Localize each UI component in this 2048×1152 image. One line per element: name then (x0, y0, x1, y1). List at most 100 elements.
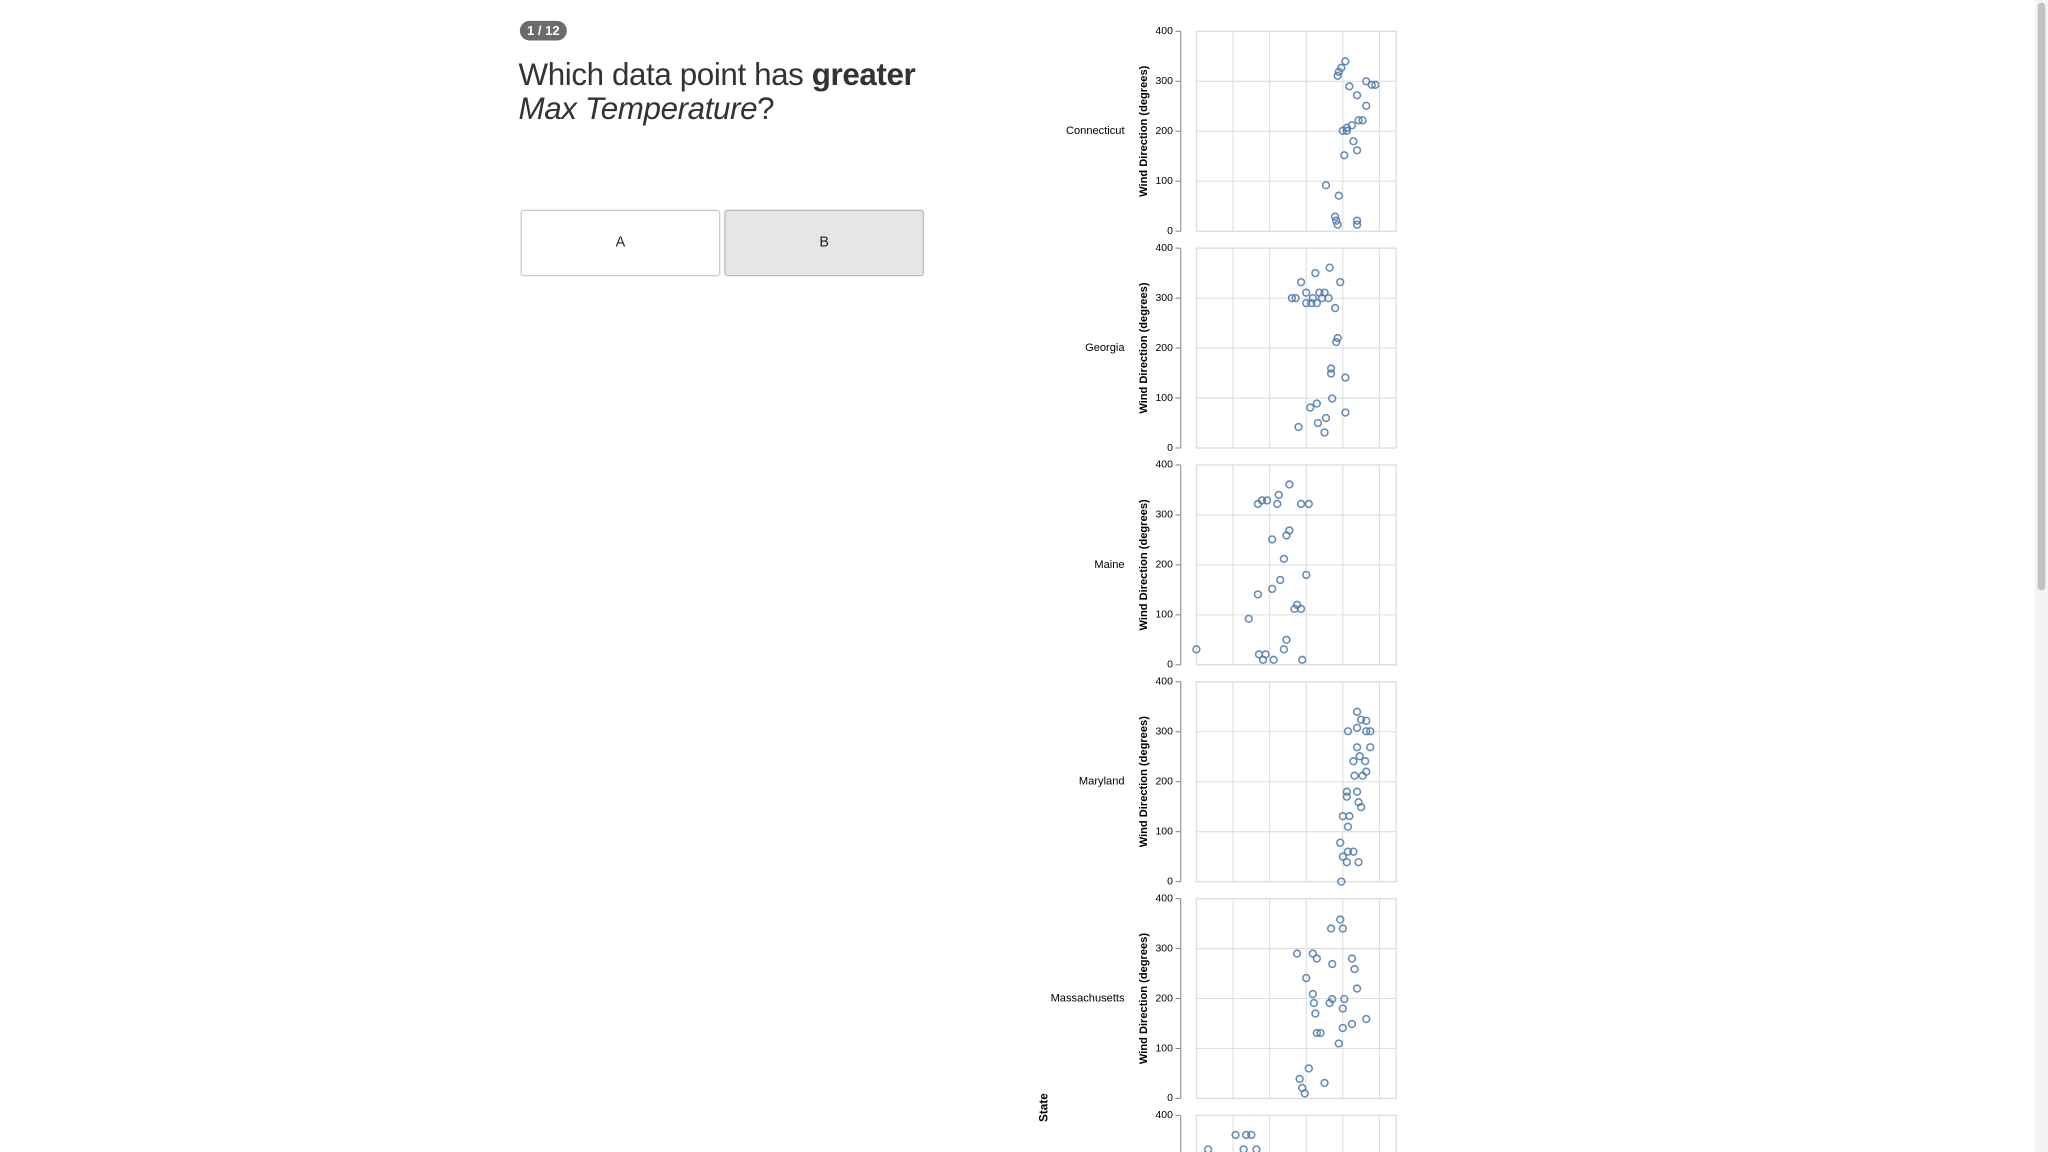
data-point (1338, 126, 1347, 135)
data-point (1342, 792, 1352, 801)
facet-label: Connecticut (1066, 125, 1125, 137)
data-point (1253, 499, 1263, 509)
data-point (1333, 220, 1342, 229)
data-point (1338, 924, 1347, 933)
data-point (1294, 422, 1303, 432)
data-point (1320, 428, 1329, 437)
data-point (1239, 1145, 1248, 1152)
data-point (1350, 964, 1359, 974)
y-tick-label: 0 (1167, 443, 1173, 454)
data-point (1358, 771, 1367, 780)
data-point (1307, 298, 1316, 308)
data-point (1338, 852, 1347, 861)
option-button[interactable] (520, 209, 721, 277)
data-point (1332, 216, 1341, 225)
y-axis-title: Wind Direction (degrees) (1138, 716, 1150, 847)
data-point (1304, 499, 1313, 509)
y-tick-label: 100 (1155, 176, 1173, 187)
data-point (1302, 570, 1311, 580)
facet-label: Maryland (1079, 776, 1125, 788)
y-tick-label: 400 (1155, 26, 1173, 37)
question-text: Which data point has (518, 58, 804, 93)
data-point (1203, 1145, 1213, 1152)
question: Which data point has greater Max Tempera… (519, 59, 970, 127)
y-tick-label: 0 (1167, 1093, 1173, 1104)
y-tick-label: 400 (1155, 677, 1173, 688)
data-point (1352, 723, 1362, 732)
data-point (1312, 298, 1322, 308)
data-point (1312, 954, 1322, 963)
data-point (1334, 67, 1343, 76)
data-point (1302, 298, 1311, 308)
data-point (1291, 293, 1300, 303)
y-tick-label: 400 (1155, 1110, 1173, 1121)
data-point (1352, 220, 1362, 229)
option-label[interactable]: B (819, 235, 829, 251)
data-point (1347, 954, 1357, 963)
data-point (1295, 1074, 1304, 1084)
data-point (1330, 303, 1340, 313)
data-point (1242, 1130, 1251, 1140)
data-point (1343, 847, 1353, 856)
y-tick-label: 0 (1167, 876, 1173, 887)
data-point (1296, 499, 1306, 509)
data-point (1320, 1078, 1329, 1088)
data-point (1366, 743, 1375, 752)
y-tick-label: 300 (1155, 510, 1173, 521)
data-point (1332, 337, 1341, 347)
data-point (1349, 757, 1358, 766)
data-point (1338, 1004, 1347, 1013)
scrollbar-thumb[interactable] (2037, 2, 2046, 591)
y-tick-label: 300 (1155, 293, 1173, 304)
data-point (1311, 268, 1320, 278)
data-point (1333, 333, 1342, 343)
option-label[interactable]: A (616, 235, 626, 251)
data-point (1343, 727, 1353, 736)
data-point (1337, 877, 1346, 886)
data-point (1334, 1039, 1343, 1048)
data-point (1360, 757, 1370, 766)
data-point (1350, 771, 1359, 780)
data-point (1231, 1130, 1240, 1140)
y-tick-label: 0 (1167, 660, 1173, 671)
data-point (1311, 1009, 1320, 1018)
facet-label: Massachusetts (1051, 992, 1125, 1004)
data-point (1356, 803, 1366, 812)
data-point (1262, 496, 1272, 505)
y-tick-label: 200 (1155, 126, 1173, 137)
data-point (1352, 91, 1362, 100)
data-point (1333, 71, 1342, 80)
progress-badge (519, 20, 567, 41)
y-tick-label: 0 (1167, 226, 1173, 237)
data-point (1192, 645, 1201, 654)
data-point (1336, 838, 1345, 847)
data-point (1349, 137, 1358, 146)
option-button[interactable] (724, 209, 925, 277)
data-point (1302, 288, 1311, 297)
y-tick-label: 100 (1155, 1043, 1173, 1054)
data-point (1336, 277, 1345, 287)
data-point (1312, 1028, 1322, 1038)
data-point (1325, 263, 1334, 272)
data-point (1244, 614, 1253, 624)
data-point (1352, 216, 1362, 225)
data-point (1298, 655, 1307, 664)
data-point (1371, 80, 1380, 89)
data-point (1321, 181, 1331, 190)
facet-title: State (1038, 1093, 1051, 1122)
data-point (1358, 116, 1367, 125)
data-point (1312, 399, 1322, 408)
y-tick-label: 400 (1155, 893, 1173, 904)
data-point (1352, 707, 1362, 716)
data-point (1282, 531, 1291, 540)
data-point (1252, 1145, 1261, 1152)
data-point (1276, 575, 1285, 585)
data-point (1352, 984, 1362, 993)
data-point (1309, 998, 1319, 1008)
data-point (1287, 293, 1297, 303)
data-point (1355, 752, 1364, 761)
data-point (1316, 1028, 1325, 1038)
question-text: ? (757, 91, 775, 127)
y-tick-label: 200 (1155, 560, 1173, 571)
